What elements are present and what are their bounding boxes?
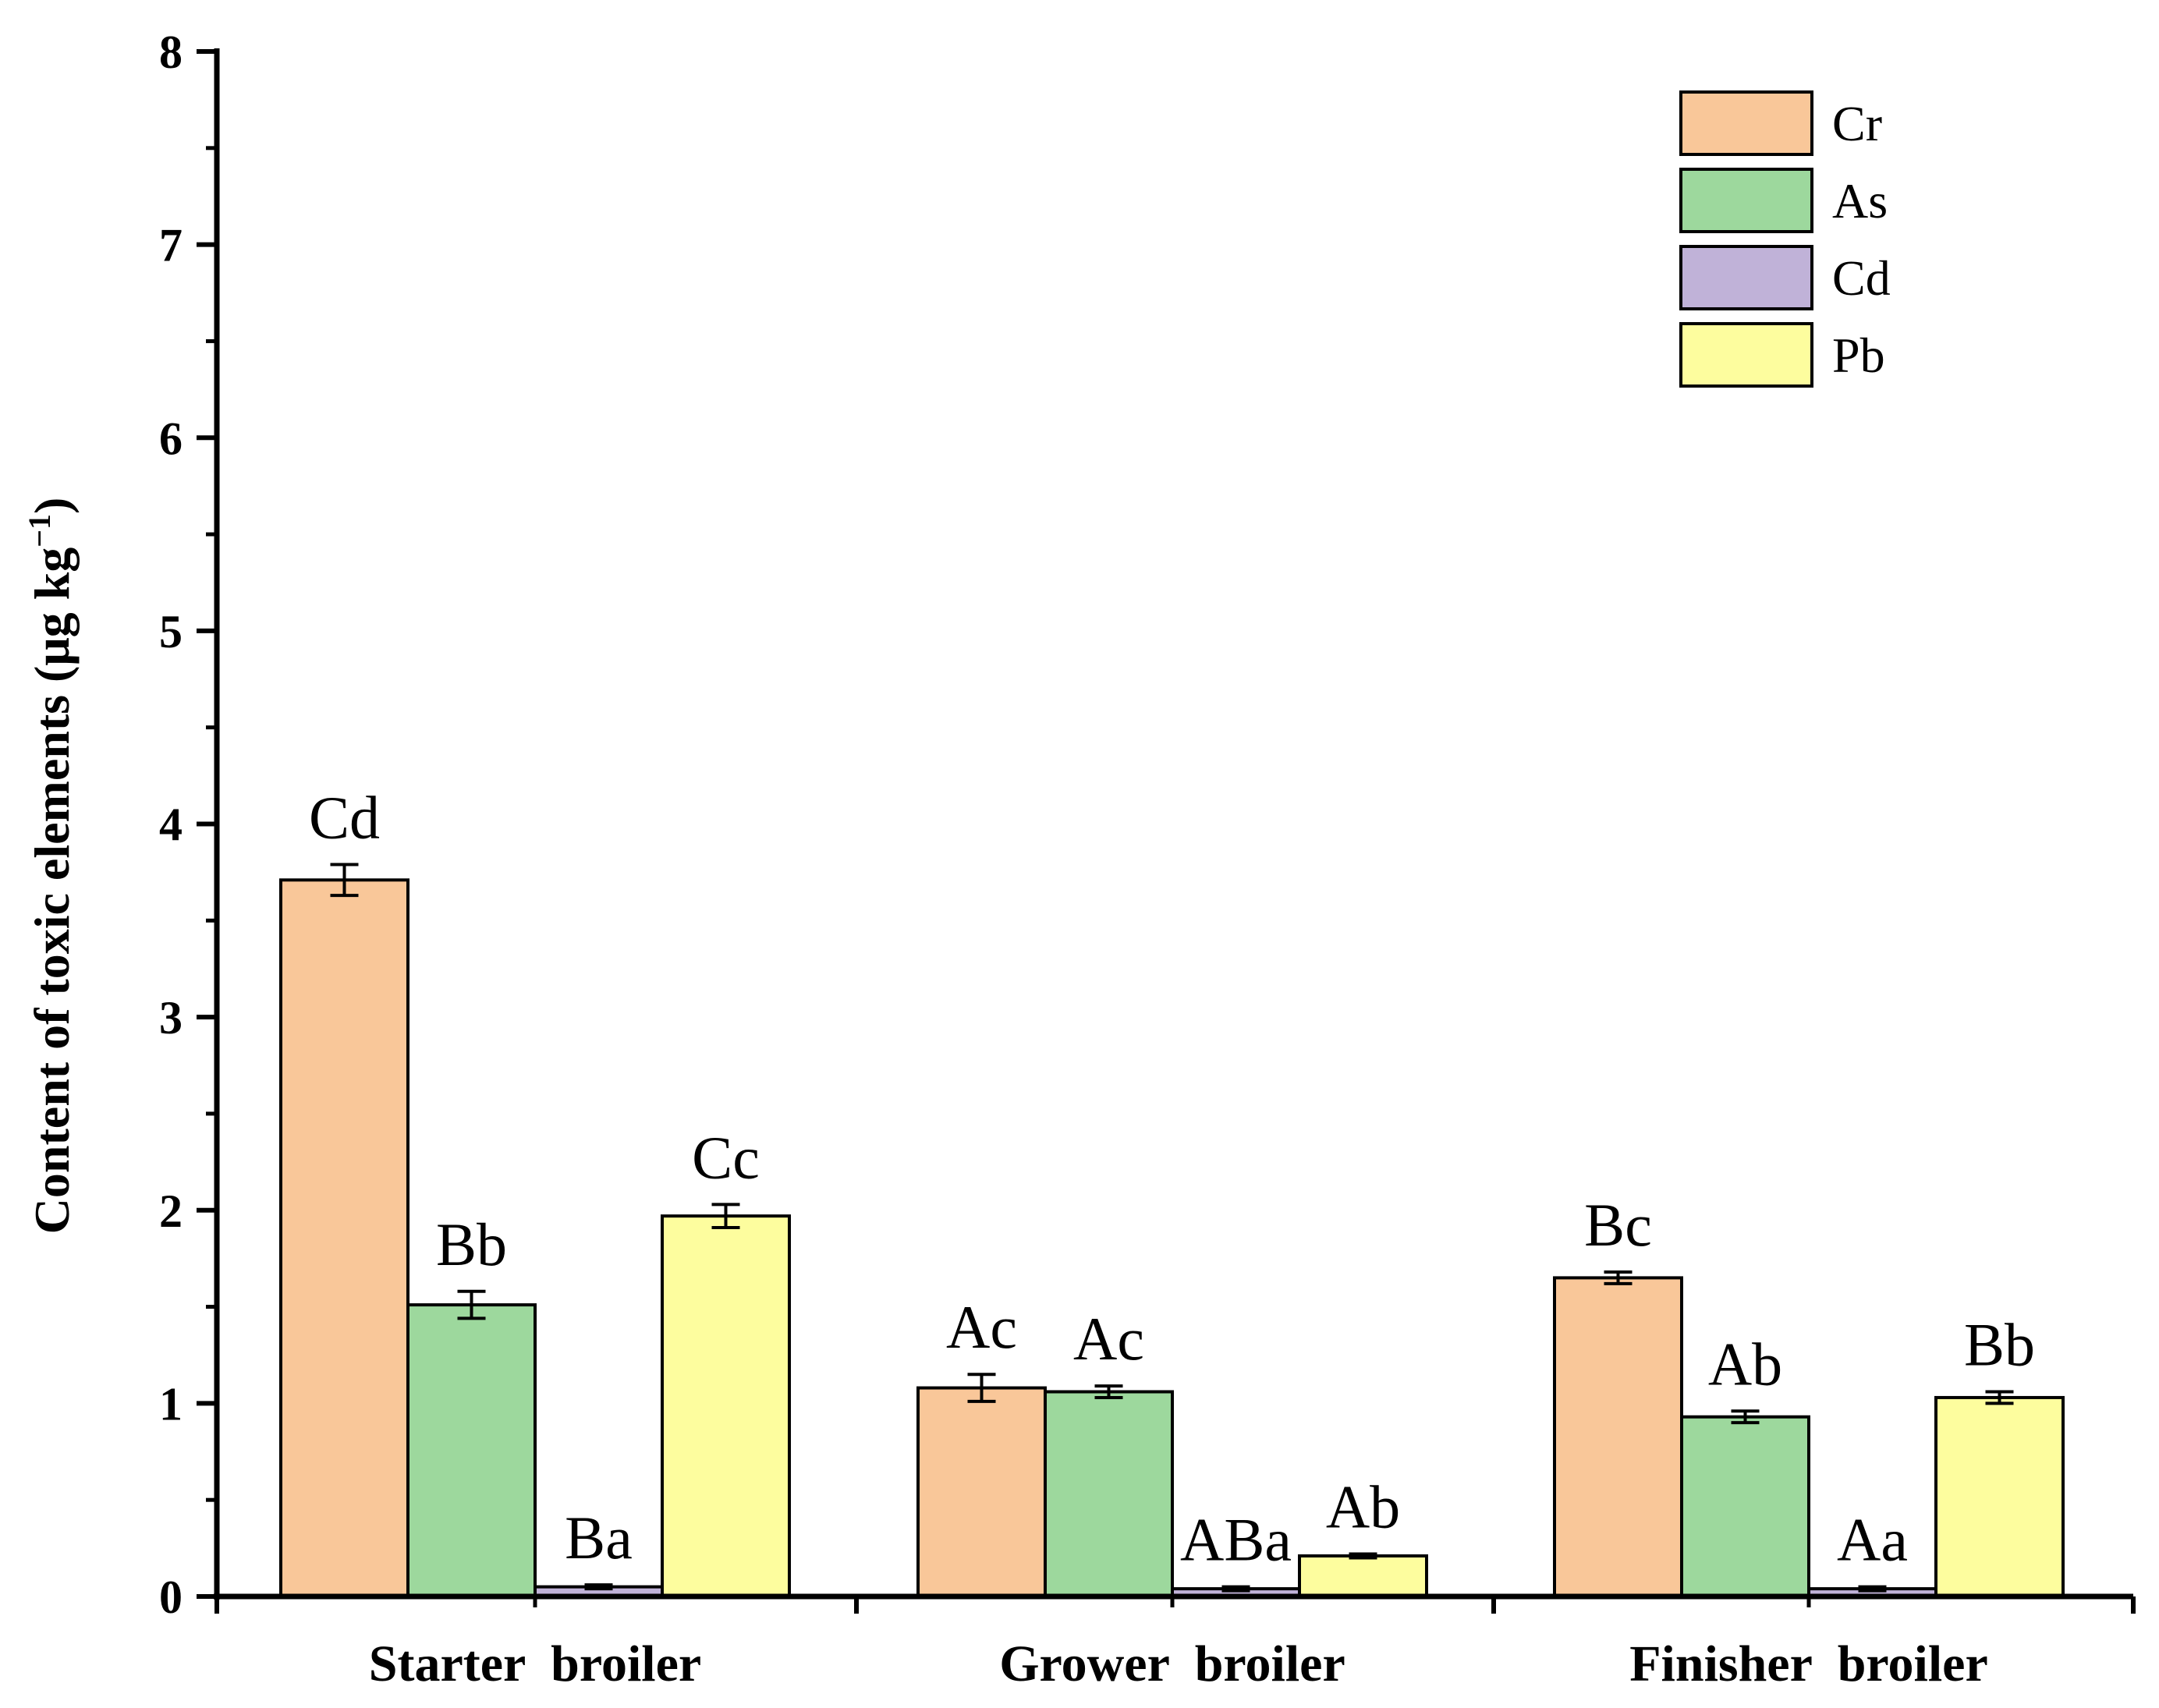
bar-label: Bb bbox=[436, 1210, 507, 1278]
bar-label: Ba bbox=[565, 1504, 633, 1572]
y-tick-label: 8 bbox=[159, 27, 183, 78]
x-category-label: Starter broiler bbox=[369, 1635, 701, 1692]
y-tick-label: 0 bbox=[159, 1572, 183, 1623]
bar-as-1 bbox=[406, 1303, 537, 1599]
bar-label: Ac bbox=[946, 1293, 1017, 1361]
bar-cr-3 bbox=[1553, 1276, 1683, 1598]
y-tick-label: 2 bbox=[159, 1185, 183, 1237]
legend-label: As bbox=[1832, 173, 1888, 229]
legend: Cr As Cd Pb bbox=[1679, 90, 1891, 388]
bar-label: Aa bbox=[1837, 1506, 1908, 1574]
bars-layer: Cd Ac Bc Bb Ac Ab Ba ABa Aa Cc Ab Bb bbox=[279, 784, 2065, 1599]
bar-as-3 bbox=[1680, 1415, 1810, 1598]
legend-swatch-pb bbox=[1679, 322, 1813, 388]
bar-as-2 bbox=[1044, 1390, 1174, 1598]
x-category-label: Finisher broiler bbox=[1629, 1635, 1988, 1692]
legend-swatch-cd bbox=[1679, 245, 1813, 310]
y-tick-label: 7 bbox=[159, 220, 183, 271]
legend-label: Cr bbox=[1832, 96, 1882, 151]
bar-label: Bc bbox=[1584, 1191, 1652, 1259]
bar-pb-3 bbox=[1934, 1395, 2065, 1599]
legend-swatch-as bbox=[1679, 168, 1813, 233]
x-category-label: Grower broiler bbox=[999, 1635, 1345, 1692]
bar-label: ABa bbox=[1180, 1506, 1292, 1574]
bar-label: Bb bbox=[1964, 1311, 2035, 1379]
legend-label: Cd bbox=[1832, 250, 1891, 306]
y-axis-title: Content of toxic elements (μg kg−1) bbox=[22, 498, 80, 1235]
bar-label: Cc bbox=[692, 1123, 760, 1191]
bar-cr-2 bbox=[916, 1386, 1047, 1598]
legend-label: Pb bbox=[1832, 328, 1885, 383]
bar-cr-1 bbox=[279, 878, 409, 1598]
y-tick-label: 3 bbox=[159, 992, 183, 1044]
bar-label: Ac bbox=[1073, 1305, 1144, 1373]
y-tick-label: 4 bbox=[159, 799, 183, 851]
y-tick-label: 5 bbox=[159, 606, 183, 657]
legend-swatch-cr bbox=[1679, 90, 1813, 156]
y-tick-label: 6 bbox=[159, 413, 183, 464]
bar-pb-1 bbox=[661, 1214, 791, 1598]
axes-layer: 0 1 2 3 4 5 6 7 8 Starter broiler Grower broiler Fi… bbox=[22, 27, 2136, 1692]
bar-label: Ab bbox=[1326, 1473, 1400, 1541]
y-tick-label: 1 bbox=[159, 1378, 183, 1430]
bar-label: Ab bbox=[1708, 1330, 1782, 1398]
bar-label: Cd bbox=[309, 784, 380, 852]
bar-pb-2 bbox=[1298, 1554, 1428, 1599]
